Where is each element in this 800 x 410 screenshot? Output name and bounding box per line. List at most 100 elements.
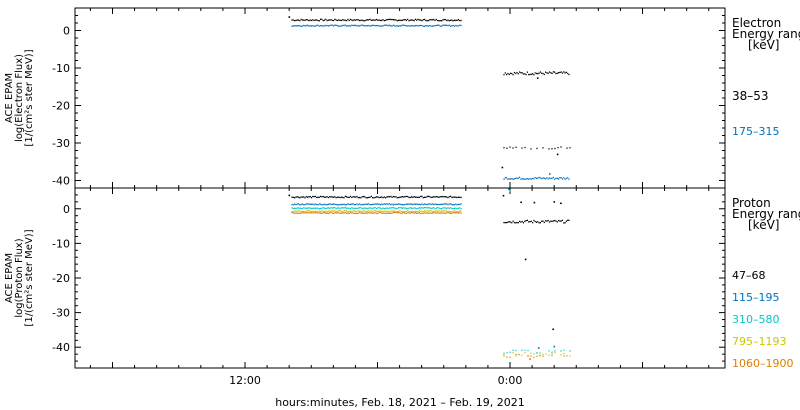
data-point <box>300 212 302 214</box>
data-point <box>386 203 388 205</box>
data-point <box>417 25 419 27</box>
data-point <box>291 210 293 213</box>
data-point <box>365 197 367 199</box>
data-point <box>338 212 340 214</box>
data-point <box>409 19 411 21</box>
data-point <box>418 196 420 198</box>
data-point <box>381 203 383 205</box>
data-point <box>310 197 313 199</box>
data-point <box>560 177 562 179</box>
data-point <box>456 211 458 213</box>
data-point <box>401 196 404 198</box>
data-point <box>430 207 432 210</box>
data-point <box>369 204 371 206</box>
data-point <box>414 18 417 20</box>
data-point <box>427 19 430 22</box>
data-point <box>443 18 445 21</box>
data-point <box>517 222 519 224</box>
data-point <box>411 211 413 214</box>
data-point <box>457 196 459 198</box>
data-point <box>526 219 528 221</box>
data-point <box>433 196 435 198</box>
data-point <box>527 355 529 357</box>
data-point <box>435 24 437 27</box>
data-point <box>528 178 530 180</box>
data-point <box>442 24 444 26</box>
data-point <box>516 177 518 179</box>
legend-title: Proton <box>732 196 771 210</box>
data-point <box>368 196 370 199</box>
data-point <box>364 25 366 27</box>
data-point <box>503 353 505 355</box>
data-point <box>565 220 567 222</box>
data-point <box>414 207 417 209</box>
data-point <box>453 207 456 210</box>
data-point <box>407 203 409 205</box>
data-point <box>331 19 333 21</box>
data-point <box>366 25 368 27</box>
data-point <box>427 207 430 209</box>
data-point <box>355 19 357 21</box>
data-point <box>444 212 446 215</box>
data-point <box>387 18 389 21</box>
data-point <box>346 196 348 198</box>
data-point <box>408 210 410 213</box>
data-point <box>360 204 362 206</box>
data-point <box>524 178 526 180</box>
data-point <box>318 203 320 205</box>
data-point <box>411 25 413 27</box>
data-point <box>346 204 348 206</box>
data-point <box>396 210 398 213</box>
data-point <box>511 72 513 75</box>
data-point <box>455 196 457 198</box>
data-point <box>359 211 361 214</box>
data-point <box>533 353 535 355</box>
data-point <box>422 212 424 214</box>
data-point <box>292 204 294 206</box>
data-point <box>425 207 427 209</box>
data-point <box>431 196 433 198</box>
data-point <box>548 221 551 223</box>
data-point <box>434 212 436 214</box>
data-point <box>330 203 332 205</box>
data-point <box>442 19 444 21</box>
data-point <box>357 24 359 27</box>
data-point <box>442 207 444 209</box>
data-point <box>338 196 340 198</box>
data-point <box>296 196 298 198</box>
data-point <box>307 207 309 209</box>
data-point <box>330 210 332 212</box>
data-point <box>567 177 569 179</box>
data-point <box>323 203 326 205</box>
data-point <box>420 207 422 209</box>
data-point <box>568 73 570 76</box>
data-point <box>522 222 525 224</box>
x-tick-label: 0:00 <box>498 374 523 387</box>
data-point <box>327 207 329 209</box>
data-point <box>370 195 372 197</box>
data-point <box>351 196 353 199</box>
data-point <box>430 25 432 27</box>
data-point <box>373 24 375 27</box>
data-point <box>424 196 426 198</box>
data-point <box>457 19 459 21</box>
data-point <box>563 352 565 354</box>
data-point <box>369 25 371 27</box>
data-point <box>316 211 318 214</box>
data-point <box>357 210 359 212</box>
data-point <box>447 197 449 199</box>
y-tick-label: 0 <box>63 25 70 38</box>
data-point <box>547 72 549 74</box>
data-point <box>330 196 332 198</box>
data-point <box>420 19 422 21</box>
data-point <box>522 73 525 75</box>
data-point <box>408 20 410 22</box>
data-point <box>312 25 314 27</box>
data-point <box>437 196 439 198</box>
data-point <box>353 212 355 215</box>
data-point <box>333 196 335 198</box>
y-axis-label: log(Proton Flux) <box>14 238 25 317</box>
data-point <box>292 19 294 21</box>
data-point <box>335 211 337 213</box>
